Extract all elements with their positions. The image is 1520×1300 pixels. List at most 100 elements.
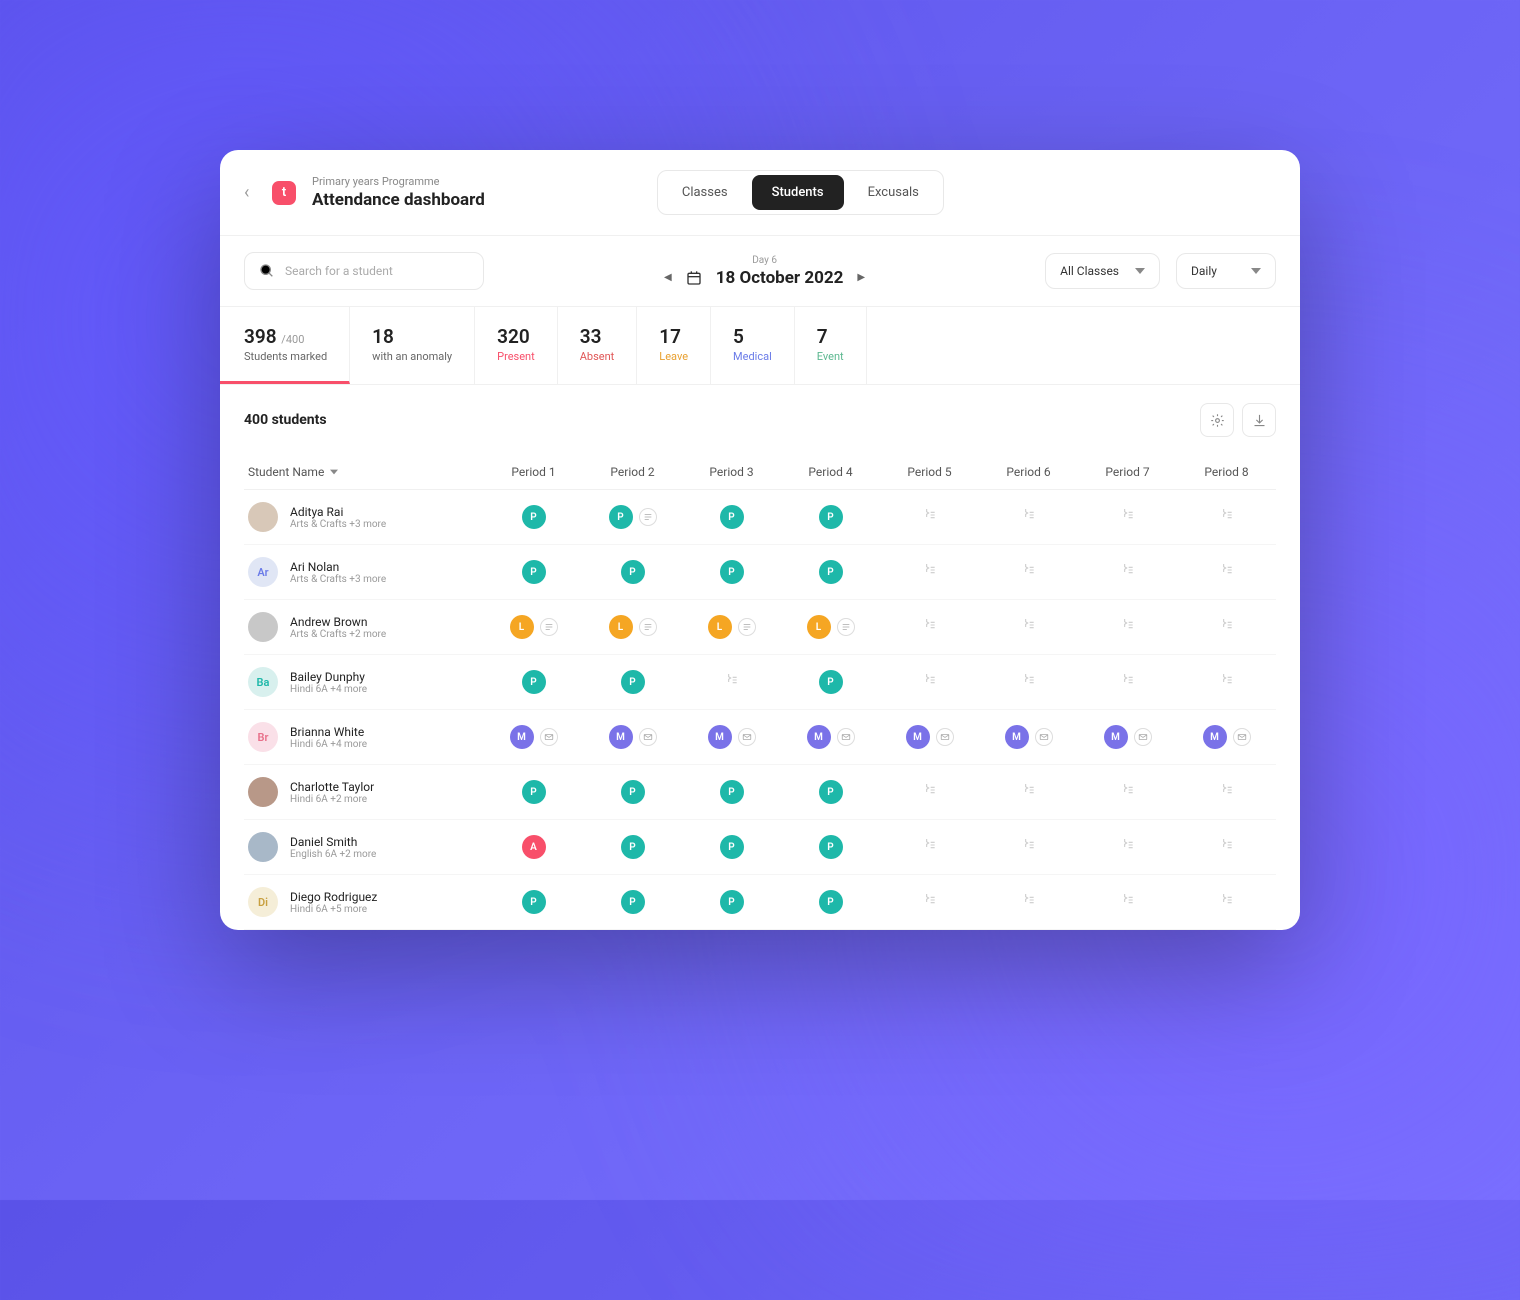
attendance-cell-empty[interactable] [1177, 562, 1276, 582]
stat-event[interactable]: 7Event [795, 307, 867, 384]
attendance-cell-empty[interactable] [1177, 507, 1276, 527]
attendance-cell[interactable]: P [682, 780, 781, 804]
attendance-cell-empty[interactable] [880, 892, 979, 912]
attendance-cell-empty[interactable] [979, 562, 1078, 582]
attendance-cell[interactable]: P [583, 780, 682, 804]
note-icon[interactable] [639, 508, 657, 526]
column-student-name[interactable]: Student Name [244, 465, 484, 479]
attendance-cell-empty[interactable] [979, 672, 1078, 692]
attendance-cell[interactable]: P [682, 505, 781, 529]
attendance-cell[interactable]: P [583, 505, 682, 529]
attendance-cell[interactable]: M [1177, 725, 1276, 749]
attendance-cell[interactable]: P [484, 780, 583, 804]
attendance-cell-empty[interactable] [1078, 507, 1177, 527]
attendance-cell-empty[interactable] [880, 562, 979, 582]
attendance-cell[interactable]: P [484, 890, 583, 914]
attendance-cell-empty[interactable] [1177, 617, 1276, 637]
mail-icon[interactable] [1233, 728, 1251, 746]
download-button[interactable] [1242, 403, 1276, 437]
attendance-cell-empty[interactable] [880, 672, 979, 692]
student-cell[interactable]: Aditya RaiArts & Crafts +3 more [244, 502, 484, 532]
attendance-cell[interactable]: L [682, 615, 781, 639]
student-cell[interactable]: Ba Bailey DunphyHindi 6A +4 more [244, 667, 484, 697]
attendance-cell[interactable]: P [484, 505, 583, 529]
attendance-cell[interactable]: P [583, 835, 682, 859]
attendance-cell[interactable]: P [781, 505, 880, 529]
attendance-cell[interactable]: P [583, 890, 682, 914]
note-icon[interactable] [639, 618, 657, 636]
mail-icon[interactable] [1035, 728, 1053, 746]
attendance-cell-empty[interactable] [1078, 837, 1177, 857]
class-filter-select[interactable]: All Classes [1045, 253, 1160, 289]
attendance-cell[interactable]: P [682, 890, 781, 914]
attendance-cell[interactable]: L [781, 615, 880, 639]
tab-classes[interactable]: Classes [662, 175, 748, 210]
search-box[interactable] [244, 252, 484, 290]
attendance-cell-empty[interactable] [1078, 672, 1177, 692]
attendance-cell-empty[interactable] [880, 617, 979, 637]
stat-medical[interactable]: 5Medical [711, 307, 795, 384]
attendance-cell[interactable]: M [1078, 725, 1177, 749]
back-button[interactable]: ‹ [244, 182, 264, 203]
stat-marked[interactable]: 398 /400Students marked [220, 307, 350, 384]
attendance-cell[interactable]: P [781, 890, 880, 914]
attendance-cell-empty[interactable] [682, 672, 781, 692]
student-cell[interactable]: Ar Ari NolanArts & Crafts +3 more [244, 557, 484, 587]
student-cell[interactable]: Br Brianna WhiteHindi 6A +4 more [244, 722, 484, 752]
settings-button[interactable] [1200, 403, 1234, 437]
attendance-cell[interactable]: M [682, 725, 781, 749]
note-icon[interactable] [837, 618, 855, 636]
mail-icon[interactable] [837, 728, 855, 746]
attendance-cell-empty[interactable] [1177, 892, 1276, 912]
stat-anomaly[interactable]: 18with an anomaly [350, 307, 475, 384]
attendance-cell[interactable]: P [484, 560, 583, 584]
attendance-cell-empty[interactable] [1177, 837, 1276, 857]
attendance-cell-empty[interactable] [979, 617, 1078, 637]
tab-students[interactable]: Students [752, 175, 844, 210]
attendance-cell[interactable]: P [484, 670, 583, 694]
attendance-cell-empty[interactable] [979, 782, 1078, 802]
note-icon[interactable] [540, 618, 558, 636]
attendance-cell[interactable]: P [781, 780, 880, 804]
date-next-button[interactable]: ▶ [857, 272, 865, 283]
attendance-cell[interactable]: A [484, 835, 583, 859]
stat-present[interactable]: 320Present [475, 307, 558, 384]
attendance-cell-empty[interactable] [979, 892, 1078, 912]
attendance-cell[interactable]: P [583, 560, 682, 584]
attendance-cell[interactable]: P [781, 835, 880, 859]
attendance-cell-empty[interactable] [1078, 892, 1177, 912]
mail-icon[interactable] [540, 728, 558, 746]
student-cell[interactable]: Di Diego RodriguezHindi 6A +5 more [244, 887, 484, 917]
attendance-cell-empty[interactable] [880, 507, 979, 527]
attendance-cell-empty[interactable] [880, 837, 979, 857]
date-prev-button[interactable]: ◀ [664, 272, 672, 283]
stat-absent[interactable]: 33Absent [558, 307, 638, 384]
attendance-cell[interactable]: M [979, 725, 1078, 749]
student-cell[interactable]: Charlotte TaylorHindi 6A +2 more [244, 777, 484, 807]
attendance-cell[interactable]: P [682, 560, 781, 584]
mail-icon[interactable] [639, 728, 657, 746]
attendance-cell[interactable]: M [484, 725, 583, 749]
attendance-cell-empty[interactable] [1177, 672, 1276, 692]
attendance-cell[interactable]: M [583, 725, 682, 749]
attendance-cell[interactable]: P [781, 670, 880, 694]
attendance-cell[interactable]: P [682, 835, 781, 859]
tab-excusals[interactable]: Excusals [848, 175, 939, 210]
attendance-cell[interactable]: M [880, 725, 979, 749]
view-mode-select[interactable]: Daily [1176, 253, 1276, 289]
attendance-cell-empty[interactable] [1078, 562, 1177, 582]
student-cell[interactable]: Andrew BrownArts & Crafts +2 more [244, 612, 484, 642]
attendance-cell-empty[interactable] [979, 507, 1078, 527]
attendance-cell[interactable]: M [781, 725, 880, 749]
attendance-cell[interactable]: L [583, 615, 682, 639]
attendance-cell-empty[interactable] [1078, 617, 1177, 637]
mail-icon[interactable] [738, 728, 756, 746]
attendance-cell-empty[interactable] [1078, 782, 1177, 802]
mail-icon[interactable] [936, 728, 954, 746]
attendance-cell-empty[interactable] [880, 782, 979, 802]
search-input[interactable] [285, 264, 469, 278]
student-cell[interactable]: Daniel SmithEnglish 6A +2 more [244, 832, 484, 862]
mail-icon[interactable] [1134, 728, 1152, 746]
stat-leave[interactable]: 17Leave [637, 307, 711, 384]
attendance-cell-empty[interactable] [979, 837, 1078, 857]
